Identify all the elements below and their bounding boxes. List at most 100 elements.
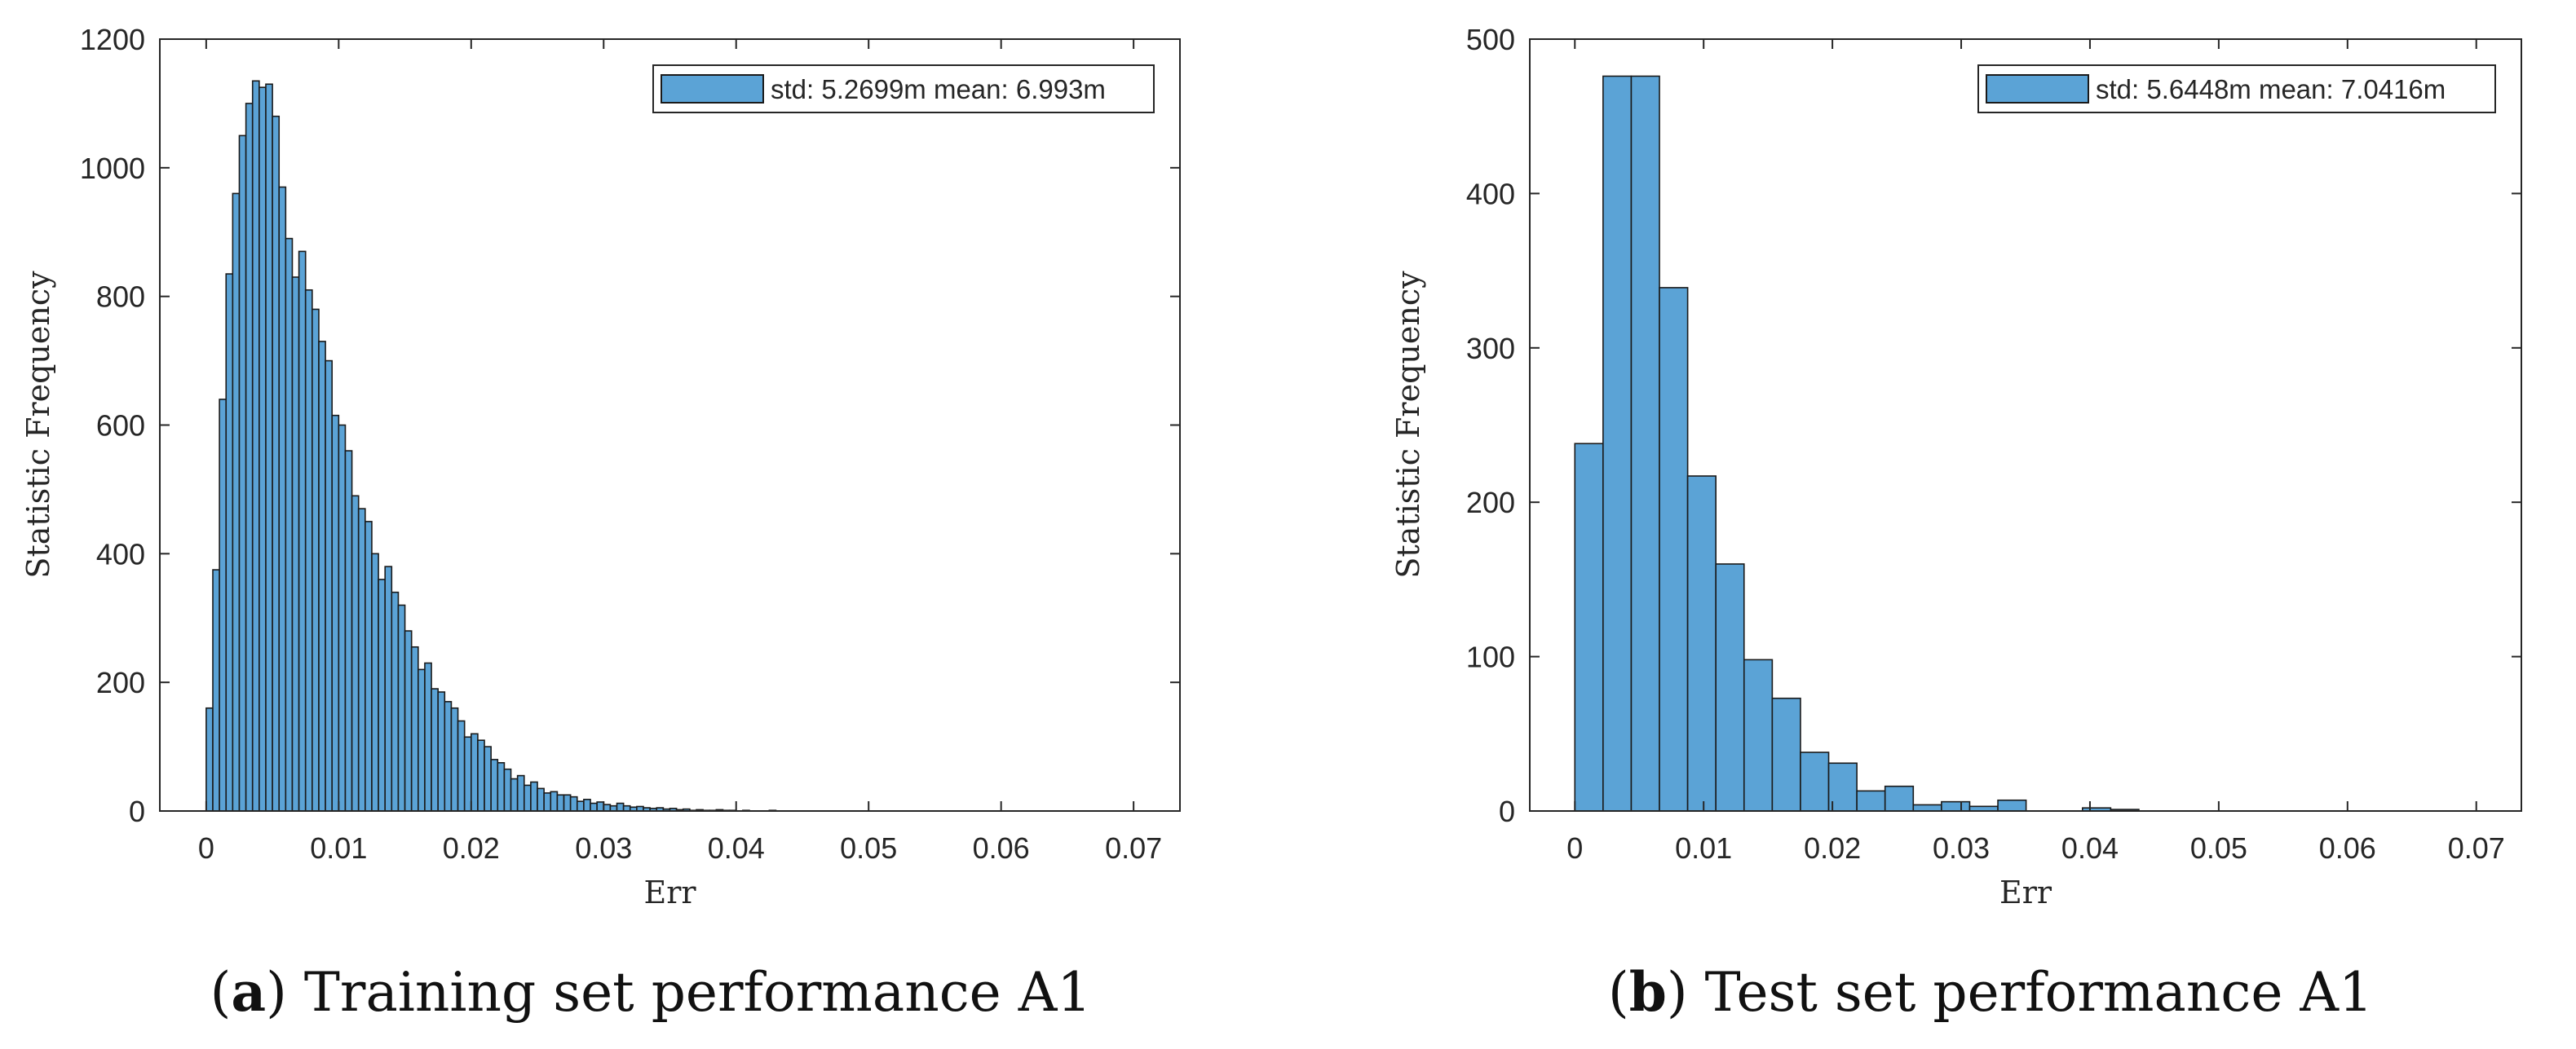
bars bbox=[205, 80, 777, 812]
histogram-bar bbox=[424, 662, 432, 812]
histogram-bar bbox=[576, 800, 585, 812]
histogram-bar bbox=[232, 192, 241, 812]
histogram-bar bbox=[596, 801, 605, 812]
histogram-bar bbox=[1856, 790, 1886, 812]
histogram-bar bbox=[550, 791, 559, 812]
x-axis-label: Err bbox=[643, 875, 696, 910]
y-tick-label: 200 bbox=[96, 666, 145, 699]
histogram-bar bbox=[457, 720, 466, 812]
histogram-bar bbox=[384, 566, 393, 812]
x-tick-label: 0.01 bbox=[1675, 831, 1732, 865]
x-tick-label: 0.04 bbox=[2061, 831, 2119, 865]
caption-label-b: b bbox=[1628, 960, 1667, 1024]
x-tick-label: 0.02 bbox=[1804, 831, 1861, 865]
histogram-bar bbox=[258, 86, 267, 812]
histogram-bar bbox=[272, 115, 281, 812]
histogram-bar bbox=[331, 414, 340, 812]
y-tick-label: 1200 bbox=[80, 23, 145, 56]
axes-box bbox=[1529, 38, 2522, 812]
histogram-bar bbox=[530, 781, 538, 812]
histogram-bar bbox=[1800, 751, 1830, 812]
caption-training: (a) Training set performance A1 bbox=[210, 960, 1092, 1024]
x-tick-label: 0.07 bbox=[1105, 831, 1162, 865]
histogram-bar bbox=[1884, 785, 1915, 812]
histogram-bar bbox=[1630, 75, 1660, 812]
histogram-bar bbox=[410, 646, 419, 812]
legend: std: 5.2699m mean: 6.993m bbox=[652, 64, 1155, 113]
histogram-bar bbox=[603, 804, 612, 812]
histogram-bar bbox=[556, 794, 565, 812]
x-tick-label: 0 bbox=[198, 831, 214, 865]
histogram-bar bbox=[304, 289, 313, 812]
histogram-bar bbox=[212, 569, 220, 812]
x-tick-label: 0.05 bbox=[2190, 831, 2247, 865]
histogram-bar bbox=[543, 792, 552, 812]
x-tick-label: 0.03 bbox=[575, 831, 632, 865]
x-tick-label: 0.03 bbox=[1933, 831, 1990, 865]
x-tick-label: 0.04 bbox=[708, 831, 765, 865]
y-tick-label: 800 bbox=[96, 280, 145, 314]
histogram-bar bbox=[497, 762, 506, 812]
legend: std: 5.6448m mean: 7.0416m bbox=[1977, 64, 2496, 113]
histogram-bar bbox=[1686, 475, 1717, 812]
caption-label-a: a bbox=[231, 960, 267, 1024]
x-tick-label: 0.05 bbox=[840, 831, 897, 865]
histogram-bar bbox=[397, 604, 406, 812]
histogram-bar bbox=[351, 495, 360, 812]
histogram-bar bbox=[312, 308, 320, 812]
histogram-bar bbox=[238, 134, 247, 812]
histogram-bar bbox=[477, 739, 485, 812]
histogram-bar bbox=[484, 746, 492, 812]
y-tick-label: 400 bbox=[96, 537, 145, 571]
y-tick-label: 1000 bbox=[80, 152, 145, 185]
histogram-bar bbox=[318, 341, 326, 812]
y-tick-label: 300 bbox=[1466, 332, 1515, 365]
x-axis-label: Err bbox=[1999, 875, 2052, 910]
histogram-bar bbox=[444, 701, 453, 812]
histogram-bar bbox=[338, 424, 347, 812]
x-tick-label: 0.06 bbox=[2319, 831, 2376, 865]
x-tick-label: 0.07 bbox=[2448, 831, 2505, 865]
y-tick-label: 0 bbox=[129, 795, 145, 828]
x-tick-label: 0.06 bbox=[973, 831, 1030, 865]
chart-test-histogram: 0 0.01 0.02 0.03 0.04 0.05 0.06 0.07 0 100 200 300 4… bbox=[1390, 23, 2522, 910]
histogram-bar bbox=[1941, 800, 1971, 812]
histogram-bar bbox=[251, 80, 260, 812]
x-tick-label: 0 bbox=[1566, 831, 1583, 865]
histogram-bar bbox=[1827, 762, 1858, 812]
histogram-bar bbox=[357, 508, 366, 812]
legend-swatch bbox=[661, 74, 764, 104]
histogram-bar bbox=[298, 250, 307, 812]
legend-swatch bbox=[1986, 74, 2089, 104]
histogram-bar bbox=[1743, 659, 1774, 812]
histogram-bar bbox=[569, 796, 578, 812]
histogram-bar bbox=[590, 802, 598, 812]
histogram-bar bbox=[1771, 697, 1801, 812]
histogram-bar bbox=[563, 794, 572, 812]
histogram-bar bbox=[291, 276, 300, 812]
histogram-bar bbox=[344, 450, 353, 812]
histogram-bar bbox=[245, 103, 254, 812]
histogram-bar bbox=[371, 553, 379, 812]
histogram-bar bbox=[365, 521, 373, 812]
histogram-bar bbox=[1659, 287, 1689, 812]
histogram-bar bbox=[391, 591, 400, 812]
histogram-bar bbox=[450, 707, 459, 812]
legend-text: std: 5.6448m mean: 7.0416m bbox=[2096, 74, 2446, 104]
y-tick-label: 200 bbox=[1466, 486, 1515, 519]
x-tick-label: 0.01 bbox=[310, 831, 367, 865]
caption-text-b: Test set performance A1 bbox=[1687, 961, 2374, 1024]
histogram-bar bbox=[431, 688, 439, 812]
histogram-bar bbox=[503, 768, 512, 812]
histogram-bar bbox=[219, 399, 228, 812]
histogram-bar bbox=[418, 668, 426, 812]
y-tick-label: 0 bbox=[1499, 795, 1515, 828]
y-tick-label: 100 bbox=[1466, 641, 1515, 674]
chart-training-histogram: 0 0.01 0.02 0.03 0.04 0.05 0.06 0.07 0 200 400 600 8… bbox=[20, 23, 1181, 910]
y-axis-label: Statistic Frequency bbox=[20, 271, 56, 579]
histogram-bar bbox=[437, 691, 446, 812]
histogram-bar bbox=[1912, 804, 1942, 812]
y-tick-label: 600 bbox=[96, 409, 145, 443]
caption-test: (b) Test set performance A1 bbox=[1607, 960, 2374, 1024]
